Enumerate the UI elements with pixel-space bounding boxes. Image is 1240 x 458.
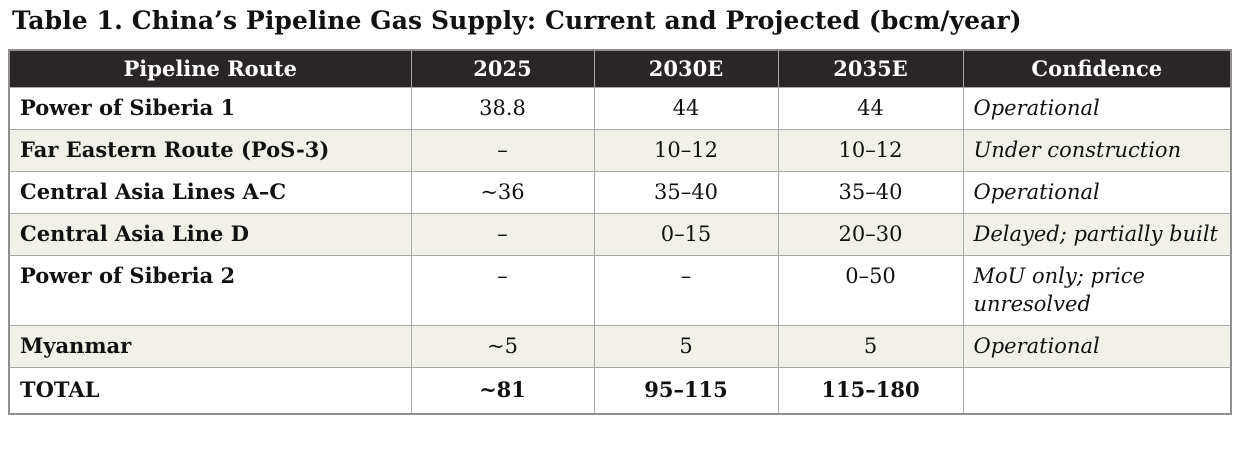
cell-2030e-total: 95–115 xyxy=(593,367,779,415)
cell-2035e-total: 115–180 xyxy=(777,367,964,415)
table-row-power-of-siberia-1: Power of Siberia 1 38.8 44 44 Operationa… xyxy=(8,87,1232,130)
cell-confidence: Under construction xyxy=(962,129,1232,172)
column-header-2025: 2025 xyxy=(410,49,595,88)
cell-confidence: Operational xyxy=(962,87,1232,130)
column-header-2030e: 2030E xyxy=(593,49,779,88)
table-row-central-asia-lines-a-c: Central Asia Lines A–C ~36 35–40 35–40 O… xyxy=(8,171,1232,214)
cell-route: Myanmar xyxy=(8,325,412,368)
cell-confidence: Delayed; partially built xyxy=(962,213,1232,256)
cell-2035e-value: 44 xyxy=(777,87,964,130)
cell-2030e-value: 44 xyxy=(593,87,779,130)
cell-2025-value: – xyxy=(410,129,595,172)
cell-route-total: TOTAL xyxy=(8,367,412,415)
cell-2035e-value: 5 xyxy=(777,325,964,368)
table-row-far-eastern-route: Far Eastern Route (PoS-3) – 10–12 10–12 … xyxy=(8,129,1232,172)
cell-2030e-value: 35–40 xyxy=(593,171,779,214)
cell-route: Power of Siberia 1 xyxy=(8,87,412,130)
cell-route: Central Asia Line D xyxy=(8,213,412,256)
cell-2025-value: 38.8 xyxy=(410,87,595,130)
table-row-central-asia-line-d: Central Asia Line D – 0–15 20–30 Delayed… xyxy=(8,213,1232,256)
cell-2025-value: – xyxy=(410,255,595,326)
pipeline-gas-supply-table: Pipeline Route 2025 2030E 2035E Confiden… xyxy=(8,49,1232,415)
cell-2025-value: – xyxy=(410,213,595,256)
cell-2025-total: ~81 xyxy=(410,367,595,415)
table-title: Table 1. China’s Pipeline Gas Supply: Cu… xyxy=(12,6,1022,35)
cell-confidence: MoU only; price unresolved xyxy=(962,255,1232,326)
column-header-2035e: 2035E xyxy=(777,49,964,88)
cell-2030e-value: 5 xyxy=(593,325,779,368)
cell-2025-value: ~36 xyxy=(410,171,595,214)
cell-2035e-value: 10–12 xyxy=(777,129,964,172)
cell-2030e-value: 0–15 xyxy=(593,213,779,256)
cell-2030e-value: 10–12 xyxy=(593,129,779,172)
column-header-pipeline-route: Pipeline Route xyxy=(8,49,412,88)
cell-route: Far Eastern Route (PoS-3) xyxy=(8,129,412,172)
table-row-total: TOTAL ~81 95–115 115–180 xyxy=(8,367,1232,415)
cell-confidence: Operational xyxy=(962,171,1232,214)
header-row: Pipeline Route 2025 2030E 2035E Confiden… xyxy=(8,49,1232,88)
cell-confidence-total xyxy=(962,367,1232,415)
cell-2030e-value: – xyxy=(593,255,779,326)
cell-route: Central Asia Lines A–C xyxy=(8,171,412,214)
cell-route: Power of Siberia 2 xyxy=(8,255,412,326)
cell-2035e-value: 0–50 xyxy=(777,255,964,326)
column-header-confidence: Confidence xyxy=(962,49,1232,88)
cell-2025-value: ~5 xyxy=(410,325,595,368)
cell-confidence: Operational xyxy=(962,325,1232,368)
table-row-power-of-siberia-2: Power of Siberia 2 – – 0–50 MoU only; pr… xyxy=(8,255,1232,326)
table-row-myanmar: Myanmar ~5 5 5 Operational xyxy=(8,325,1232,368)
cell-2035e-value: 35–40 xyxy=(777,171,964,214)
cell-2035e-value: 20–30 xyxy=(777,213,964,256)
